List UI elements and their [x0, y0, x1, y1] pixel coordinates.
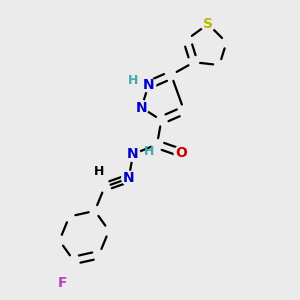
Circle shape	[126, 147, 140, 161]
Text: N: N	[143, 78, 154, 92]
Text: H: H	[128, 74, 138, 87]
Text: S: S	[203, 17, 213, 31]
Circle shape	[122, 171, 136, 185]
Circle shape	[142, 78, 156, 92]
Text: H: H	[143, 145, 154, 158]
Text: N: N	[136, 100, 147, 115]
Text: N: N	[127, 147, 139, 161]
Text: H: H	[94, 165, 104, 178]
Text: F: F	[58, 276, 67, 290]
Circle shape	[201, 17, 215, 31]
Circle shape	[174, 146, 188, 160]
Text: O: O	[175, 146, 187, 160]
Text: N: N	[123, 171, 135, 185]
Circle shape	[55, 276, 69, 290]
Circle shape	[134, 100, 148, 115]
